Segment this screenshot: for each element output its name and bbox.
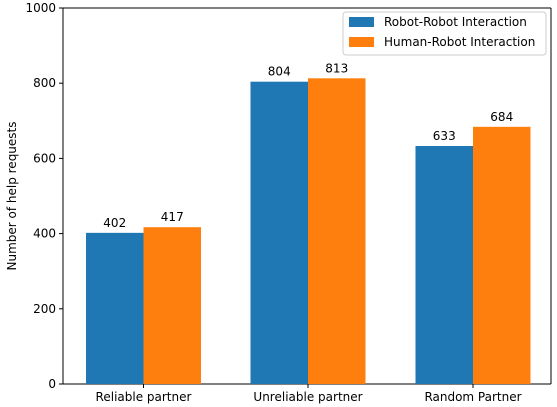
bar-series2-3 (473, 126, 531, 384)
legend-label-1: Robot-Robot Interaction (384, 15, 527, 29)
x-tick-label-1: Reliable partner (96, 390, 192, 404)
data-labels-group: 402 804 633 417 813 684 (103, 61, 513, 230)
legend-box (342, 11, 547, 56)
y-tick-label-1: 0 (48, 377, 56, 391)
data-label-series2-2: 813 (325, 61, 348, 75)
bar-series1-2 (250, 81, 308, 385)
data-label-series2-1: 417 (161, 210, 184, 224)
x-ticks-group: Reliable partner Unreliable partner Random… (96, 384, 522, 404)
data-label-series1-2: 804 (268, 65, 291, 79)
y-tick-label-4: 600 (33, 151, 56, 165)
y-tick-label-6: 1000 (25, 1, 56, 15)
x-tick-label-2: Unreliable partner (253, 390, 362, 404)
data-label-series2-3: 684 (490, 110, 513, 124)
x-tick-label-3: Random Partner (424, 390, 521, 404)
bar-series1-3 (415, 145, 473, 384)
y-ticks-group: 0 200 400 600 800 1000 (25, 1, 63, 391)
legend: Robot-Robot Interaction Human-Robot Inter… (342, 11, 547, 56)
bar-series2-2 (308, 78, 366, 384)
bars-group (86, 78, 531, 385)
bar-series2-1 (143, 227, 201, 384)
y-tick-label-5: 800 (33, 76, 56, 90)
data-label-series1-3: 633 (433, 129, 456, 143)
legend-swatch-2 (349, 37, 374, 47)
y-tick-label-3: 400 (33, 227, 56, 241)
y-axis-title: Number of help requests (5, 121, 19, 270)
bar-series1-1 (86, 232, 144, 384)
y-tick-label-2: 200 (33, 302, 56, 316)
legend-label-2: Human-Robot Interaction (384, 35, 535, 49)
data-label-series1-1: 402 (103, 216, 126, 230)
legend-swatch-1 (349, 17, 374, 27)
